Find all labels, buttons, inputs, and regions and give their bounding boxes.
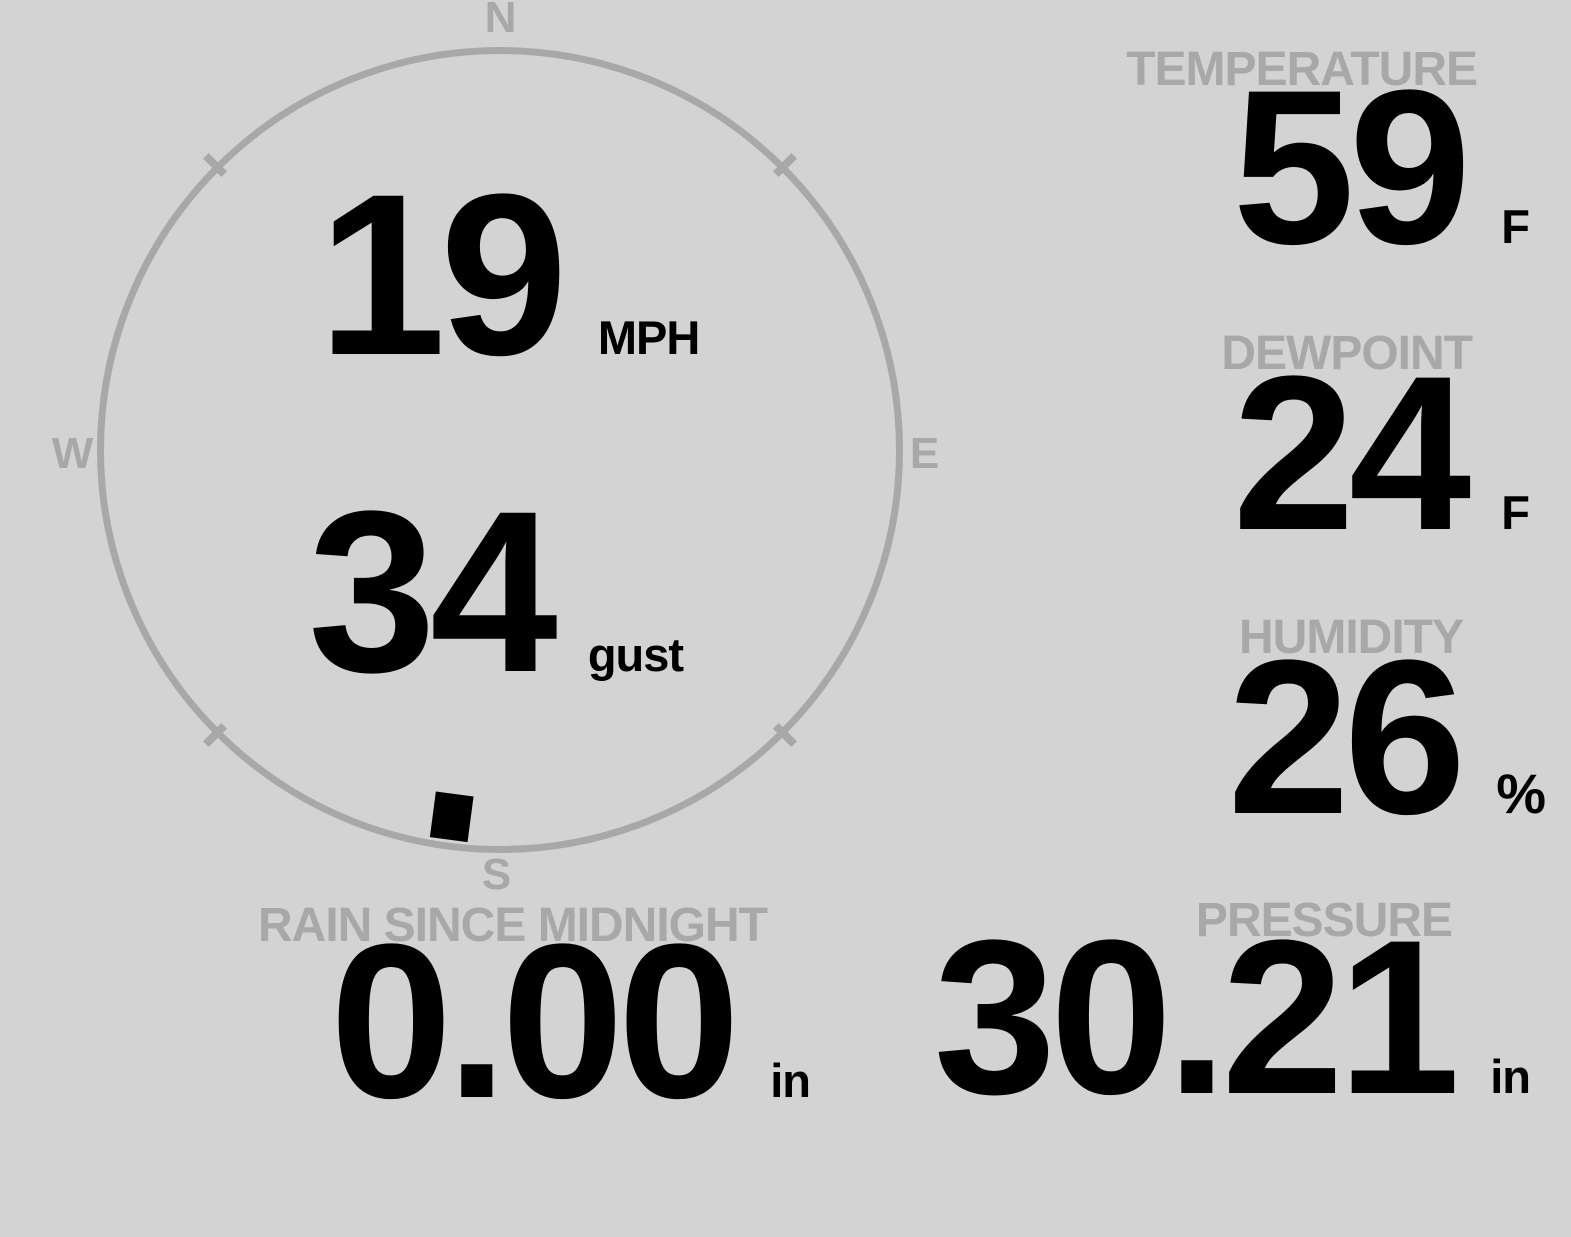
wind-gust-readout: 34 gust bbox=[308, 463, 684, 720]
rain-label: RAIN SINCE MIDNIGHT bbox=[258, 899, 768, 952]
humidity-label: HUMIDITY bbox=[1239, 611, 1464, 664]
dewpoint-readout: 24 F bbox=[1232, 330, 1530, 576]
rain-value: 0.00 bbox=[330, 898, 740, 1144]
compass-ring bbox=[97, 47, 903, 853]
dewpoint-value: 24 bbox=[1232, 330, 1472, 576]
humidity-value: 26 bbox=[1227, 614, 1466, 860]
wind-gust-unit: gust bbox=[587, 628, 684, 681]
pressure-label: PRESSURE bbox=[1195, 894, 1453, 947]
compass-cardinal-west: W bbox=[51, 429, 94, 478]
pressure-value: 30.21 bbox=[933, 894, 1461, 1140]
humidity-unit: % bbox=[1496, 762, 1546, 825]
pressure-readout: 30.21 in bbox=[933, 894, 1531, 1140]
wind-gust-value: 34 bbox=[308, 463, 558, 720]
rain-readout: 0.00 in bbox=[330, 898, 811, 1144]
temperature-unit: F bbox=[1501, 200, 1530, 253]
compass-cardinal-north: N bbox=[484, 0, 517, 42]
temperature-readout: 59 F bbox=[1232, 44, 1530, 290]
wind-direction-marker-icon bbox=[429, 791, 474, 843]
compass-cardinal-south: S bbox=[481, 850, 511, 899]
wind-speed-readout: 19 MPH bbox=[318, 146, 700, 403]
temperature-label: TEMPERATURE bbox=[1126, 43, 1478, 96]
wind-speed-value: 19 bbox=[318, 146, 568, 403]
compass-cardinal-east: E bbox=[909, 429, 939, 478]
dewpoint-unit: F bbox=[1501, 486, 1530, 539]
wind-speed-unit: MPH bbox=[597, 311, 700, 364]
temperature-value: 59 bbox=[1232, 44, 1472, 290]
dewpoint-label: DEWPOINT bbox=[1221, 327, 1473, 380]
humidity-readout: 26 % bbox=[1227, 614, 1546, 860]
rain-unit: in bbox=[770, 1054, 811, 1107]
pressure-unit: in bbox=[1490, 1050, 1531, 1103]
